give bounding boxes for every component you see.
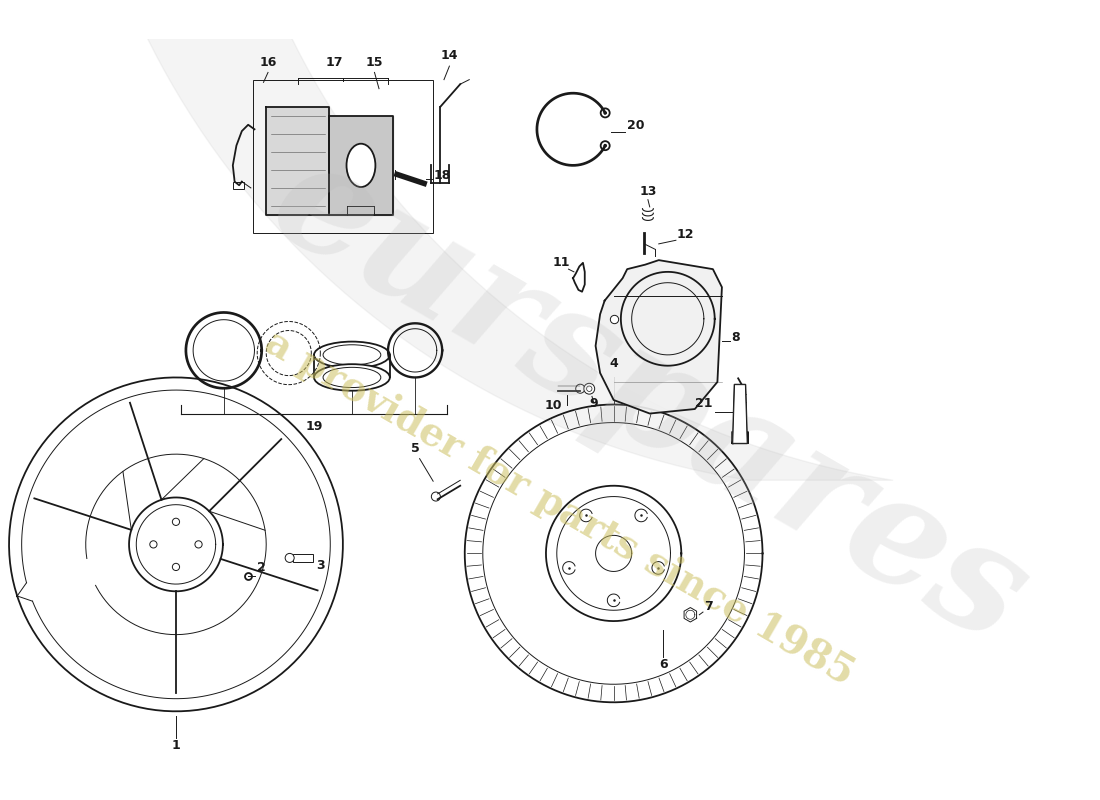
Circle shape	[601, 141, 609, 150]
Polygon shape	[732, 433, 748, 443]
Text: 11: 11	[552, 257, 570, 270]
Circle shape	[575, 384, 585, 394]
Text: 21: 21	[695, 398, 713, 410]
Circle shape	[604, 111, 607, 114]
Text: 9: 9	[590, 398, 598, 410]
Ellipse shape	[346, 144, 375, 187]
Text: 17: 17	[326, 56, 342, 69]
Text: 3: 3	[316, 558, 324, 572]
Circle shape	[431, 492, 440, 501]
Text: 6: 6	[659, 658, 668, 671]
Polygon shape	[733, 385, 747, 443]
Polygon shape	[329, 116, 393, 215]
Circle shape	[584, 383, 595, 394]
Bar	[233, 182, 243, 189]
Text: 8: 8	[730, 331, 739, 344]
Text: a provider for parts since 1985: a provider for parts since 1985	[258, 323, 861, 694]
Circle shape	[604, 144, 607, 147]
Polygon shape	[595, 260, 722, 414]
Text: 5: 5	[410, 442, 419, 455]
Text: 7: 7	[704, 600, 713, 614]
Text: 12: 12	[676, 227, 694, 241]
Text: 14: 14	[441, 49, 458, 62]
Text: 4: 4	[609, 357, 618, 370]
Text: 13: 13	[639, 185, 657, 198]
Polygon shape	[266, 106, 329, 215]
Bar	[294, 554, 313, 562]
Text: 15: 15	[365, 56, 383, 69]
Circle shape	[601, 108, 609, 118]
Text: 2: 2	[257, 561, 266, 574]
Text: 10: 10	[544, 399, 562, 412]
Circle shape	[586, 386, 592, 391]
Text: 18: 18	[433, 169, 451, 182]
Text: 20: 20	[627, 119, 645, 132]
Text: 1: 1	[172, 739, 180, 752]
Text: 16: 16	[260, 56, 277, 69]
Bar	[253, 80, 433, 233]
Ellipse shape	[314, 364, 389, 390]
Text: 19: 19	[306, 420, 322, 433]
Text: eurspares: eurspares	[248, 125, 1053, 675]
Circle shape	[285, 554, 294, 562]
